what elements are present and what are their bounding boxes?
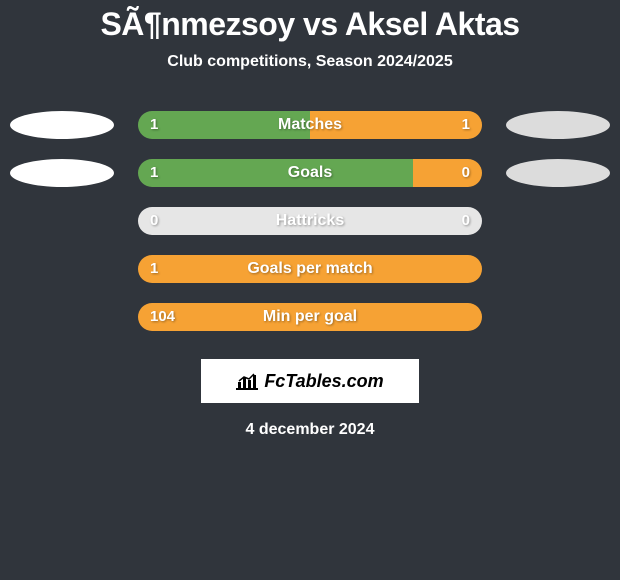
chart-icon (236, 372, 258, 390)
player1-badge (10, 111, 114, 139)
stat-row: 1Goals per match (10, 255, 610, 283)
badge-placeholder (10, 255, 114, 283)
badge-placeholder (10, 207, 114, 235)
bar-label: Goals per match (138, 255, 482, 283)
badge-placeholder (506, 207, 610, 235)
player2-badge (506, 111, 610, 139)
comparison-bar: 1Goals per match (138, 255, 482, 283)
bar-label: Goals (138, 159, 482, 187)
badge-placeholder (506, 255, 610, 283)
stats-list: 11Matches 10Goals 00Hattricks 1Goals per ma… (10, 111, 610, 351)
badge-placeholder (506, 303, 610, 331)
branding-text: FcTables.com (264, 371, 383, 392)
comparison-bar: 00Hattricks (138, 207, 482, 235)
subtitle: Club competitions, Season 2024/2025 (167, 53, 452, 71)
comparison-bar: 10Goals (138, 159, 482, 187)
branding-badge[interactable]: FcTables.com (201, 359, 419, 403)
player1-badge (10, 159, 114, 187)
stat-row: 10Goals (10, 159, 610, 187)
bar-label: Hattricks (138, 207, 482, 235)
stat-row: 00Hattricks (10, 207, 610, 235)
date-text: 4 december 2024 (246, 421, 375, 439)
stat-row: 104Min per goal (10, 303, 610, 331)
bar-label: Matches (138, 111, 482, 139)
player2-badge (506, 159, 610, 187)
stat-row: 11Matches (10, 111, 610, 139)
bar-label: Min per goal (138, 303, 482, 331)
comparison-bar: 104Min per goal (138, 303, 482, 331)
page-title: SÃ¶nmezsoy vs Aksel Aktas (100, 6, 519, 43)
badge-placeholder (10, 303, 114, 331)
comparison-bar: 11Matches (138, 111, 482, 139)
